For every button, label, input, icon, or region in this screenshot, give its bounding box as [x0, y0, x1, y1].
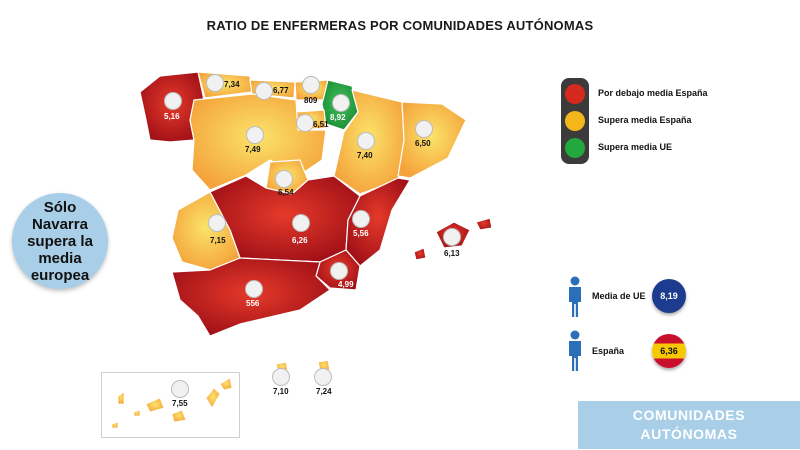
- cantabria-flag-icon: [255, 82, 273, 100]
- island-fuerteventura: [205, 387, 221, 409]
- la-rioja-flag-icon: [296, 114, 314, 132]
- value-castilla-leon: 7,49: [245, 145, 261, 154]
- callout-line-1: Sólo: [43, 198, 77, 216]
- person-eu-icon: [569, 276, 581, 317]
- value-asturias: 7,34: [224, 80, 240, 89]
- pais-vasco-flag-icon: [302, 76, 320, 94]
- value-madrid: 6,54: [278, 188, 294, 197]
- castilla-leon-flag-icon: [246, 126, 264, 144]
- value-comunidad-valenciana: 5,56: [353, 229, 369, 238]
- map-title: RATIO DE ENFERMERAS POR COMUNIDADES AUTÓ…: [206, 18, 594, 33]
- value-cataluna: 6,50: [415, 139, 431, 148]
- red-lamp-icon: [565, 84, 585, 104]
- castilla-la-mancha-flag-icon: [292, 214, 310, 232]
- value-navarra: 8,92: [330, 113, 346, 122]
- value-canarias: 7,55: [172, 399, 188, 408]
- spain-label: España: [592, 346, 625, 356]
- spain-value-badge: 6,36: [652, 334, 686, 368]
- value-pais-vasco: 809: [304, 96, 318, 105]
- value-baleares: 6,13: [444, 249, 460, 258]
- legend-above-spain: Supera media España: [598, 115, 692, 125]
- extremadura-flag-icon: [208, 214, 226, 232]
- region-ibiza: [413, 247, 427, 261]
- asturias-flag-icon: [206, 74, 224, 92]
- region-cataluna: [397, 101, 467, 179]
- navarra-callout: Sólo Navarra supera la media europea: [12, 193, 108, 289]
- island-el-hierro: [111, 421, 119, 429]
- callout-line-2: Navarra: [32, 215, 88, 233]
- baleares-flag-icon: [443, 228, 461, 246]
- legend-below: Por debajo media España: [598, 88, 708, 98]
- value-andalucia: 556: [246, 299, 260, 308]
- island-gran-canaria: [171, 409, 187, 423]
- value-extremadura: 7,15: [210, 236, 226, 245]
- value-melilla: 7,24: [316, 387, 332, 396]
- legend-above-eu: Supera media UE: [598, 142, 673, 152]
- canarias-inset-frame: [101, 372, 240, 438]
- melilla-flag-icon: [314, 368, 332, 386]
- murcia-flag-icon: [330, 262, 348, 280]
- canarias-flag-icon: [171, 380, 189, 398]
- island-tenerife: [145, 397, 165, 413]
- callout-line-3: supera la: [27, 232, 93, 250]
- eu-label: Media de UE: [592, 291, 646, 301]
- value-galicia: 5,16: [164, 112, 180, 121]
- green-lamp-icon: [565, 138, 585, 158]
- banner-line-1: COMUNIDADES: [632, 407, 746, 423]
- navarra-flag-icon: [332, 94, 350, 112]
- andalucia-flag-icon: [245, 280, 263, 298]
- person-spain-icon: [569, 330, 581, 371]
- aragon-flag-icon: [357, 132, 375, 150]
- callout-line-4: media: [38, 249, 82, 267]
- yellow-lamp-icon: [565, 111, 585, 131]
- value-la-rioja: 6,51: [313, 120, 329, 129]
- section-banner: COMUNIDADES AUTÓNOMAS: [578, 401, 800, 449]
- ceuta-flag-icon: [272, 368, 290, 386]
- value-aragon: 7,40: [357, 151, 373, 160]
- value-cantabria: 6,77: [273, 86, 289, 95]
- eu-value: 8,19: [660, 291, 678, 301]
- region-menorca: [475, 217, 493, 231]
- galicia-flag-icon: [164, 92, 182, 110]
- region-comunidad-valenciana: [345, 177, 411, 267]
- comunidad-valenciana-flag-icon: [352, 210, 370, 228]
- island-la-gomera: [133, 409, 141, 417]
- banner-line-2: AUTÓNOMAS: [640, 426, 738, 442]
- value-ceuta: 7,10: [273, 387, 289, 396]
- spain-value: 6,36: [660, 346, 678, 356]
- island-la-palma: [117, 391, 125, 405]
- madrid-flag-icon: [275, 170, 293, 188]
- callout-line-5: europea: [30, 266, 90, 284]
- island-lanzarote: [219, 377, 233, 391]
- cataluna-flag-icon: [415, 120, 433, 138]
- value-murcia: 4,99: [338, 280, 354, 289]
- value-castilla-la-mancha: 6,26: [292, 236, 308, 245]
- eu-value-badge: 8,19: [652, 279, 686, 313]
- traffic-light-icon: [561, 78, 589, 164]
